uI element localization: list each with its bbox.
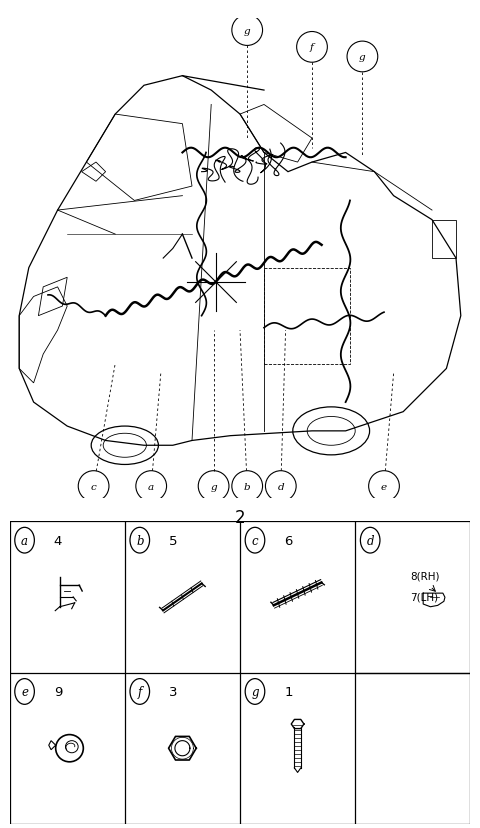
Text: 3: 3	[169, 685, 178, 698]
Text: 9: 9	[54, 685, 62, 698]
Text: a: a	[148, 482, 154, 491]
Text: a: a	[21, 534, 28, 547]
Text: g: g	[244, 26, 251, 36]
Text: e: e	[21, 685, 28, 698]
Text: 6: 6	[284, 534, 293, 547]
Text: d: d	[366, 534, 374, 547]
Text: c: c	[252, 534, 258, 547]
Text: 8(RH): 8(RH)	[410, 571, 440, 581]
Text: g: g	[359, 53, 366, 62]
Text: e: e	[381, 482, 387, 491]
Text: d: d	[277, 482, 284, 491]
Text: b: b	[136, 534, 144, 547]
Text: g: g	[251, 685, 259, 698]
Text: 1: 1	[284, 685, 293, 698]
Text: 5: 5	[169, 534, 178, 547]
Text: g: g	[210, 482, 217, 491]
Text: 2: 2	[235, 508, 245, 527]
Text: f: f	[310, 43, 314, 52]
Text: b: b	[244, 482, 251, 491]
Text: c: c	[91, 482, 96, 491]
Text: 4: 4	[54, 534, 62, 547]
Text: 7(LH): 7(LH)	[410, 592, 439, 602]
Text: f: f	[138, 685, 142, 698]
